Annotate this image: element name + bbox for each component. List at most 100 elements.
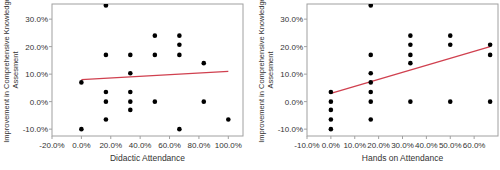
scatter-point — [488, 99, 493, 104]
scatter-point — [329, 108, 334, 113]
scatter-point — [329, 90, 334, 95]
scatter-point — [128, 90, 133, 95]
x-tick-label: 40.0% — [129, 141, 152, 150]
scatter-point — [104, 53, 109, 58]
scatter-point — [128, 71, 133, 76]
scatter-point — [153, 53, 158, 58]
scatter-point — [448, 42, 453, 47]
scatter-point — [153, 33, 158, 38]
data-group — [329, 4, 493, 131]
scatter-point — [128, 108, 133, 113]
y-axis-title-line: Assesment — [266, 51, 275, 89]
y-tick-label: 10.0% — [25, 70, 48, 79]
scatter-point — [104, 99, 109, 104]
y-tick-label: 0.0% — [30, 98, 48, 107]
chart-svg: -10.0%0.0%10.0%20.0%30.0%-20.0%0.0%20.0%… — [0, 0, 500, 170]
x-tick — [426, 136, 427, 139]
scatter-point — [104, 117, 109, 122]
scatter-point — [104, 90, 109, 95]
scatter-point — [488, 53, 493, 58]
x-tick — [81, 136, 82, 139]
chart-panel: -10.0% 0.0% 10.0% 20.0% 30.0% -20.0% 0.0% 20.0%… — [2, 0, 243, 163]
y-axis-title-line: Improvement in Comprehensive Knowledge — [2, 0, 11, 143]
x-tick-label: 100.0% — [215, 141, 242, 150]
x-tick — [307, 136, 308, 139]
chart-panel: -10.0%0.0%10.0%20.0%30.0%-10.0%0.0%10.0%… — [257, 0, 498, 163]
plot-frame — [307, 4, 498, 136]
plot-frame — [52, 4, 243, 136]
scatter-point — [104, 4, 109, 8]
scatter-point — [448, 33, 453, 38]
trend-line — [81, 71, 228, 79]
y-tick-label: -10.0% — [278, 125, 303, 134]
trend-line — [331, 47, 490, 94]
x-axis-title: Didactic Attendance — [110, 153, 185, 163]
x-tick-label: 60.0% — [463, 141, 486, 150]
y-tick — [304, 19, 307, 20]
y-tick — [49, 19, 52, 20]
x-tick-label: 0.0% — [72, 141, 90, 150]
x-tick — [474, 136, 475, 139]
y-tick-label: 0.0% — [285, 98, 303, 107]
scatter-point — [153, 99, 158, 104]
y-tick-label: 30.0% — [280, 15, 303, 24]
x-tick-label: 20.0% — [99, 141, 122, 150]
scatter-point — [201, 99, 206, 104]
y-tick-label: 20.0% — [280, 43, 303, 52]
scatter-point — [177, 127, 182, 132]
x-tick-label: -10.0% — [294, 141, 319, 150]
y-tick-label: 20.0% — [25, 43, 48, 52]
scatter-point — [408, 42, 413, 47]
scatter-point — [408, 53, 413, 58]
y-axis-title-line: Improvement in Comprehensive Knowledge — [257, 0, 266, 143]
x-tick-label: 60.0% — [158, 141, 181, 150]
scatter-point — [368, 80, 373, 85]
scatter-point — [177, 33, 182, 38]
x-tick — [378, 136, 379, 139]
scatter-point — [408, 33, 413, 38]
x-tick-label: 50.0% — [439, 141, 462, 150]
scatter-point — [177, 42, 182, 47]
x-tick-label: 40.0% — [415, 141, 438, 150]
scatter-point — [128, 53, 133, 58]
y-tick-label: 30.0% — [25, 15, 48, 24]
scatter-point — [368, 53, 373, 58]
y-tick — [304, 129, 307, 130]
scatter-point — [329, 127, 334, 132]
y-tick — [304, 46, 307, 47]
x-tick-label: 10.0% — [343, 141, 366, 150]
scatter-point — [408, 61, 413, 66]
x-tick-label: 20.0% — [367, 141, 390, 150]
y-tick — [49, 129, 52, 130]
x-tick — [52, 136, 53, 139]
x-tick — [198, 136, 199, 139]
y-tick-label: -10.0% — [23, 125, 48, 134]
x-tick-label: -20.0% — [39, 141, 64, 150]
scatter-point — [329, 99, 334, 104]
x-tick — [228, 136, 229, 139]
scatter-point — [448, 99, 453, 104]
scatter-point — [79, 80, 84, 85]
scatter-point — [329, 117, 334, 122]
x-tick — [450, 136, 451, 139]
scatter-point — [368, 117, 373, 122]
scatter-point — [226, 117, 231, 122]
x-tick — [402, 136, 403, 139]
y-tick — [49, 74, 52, 75]
x-tick — [169, 136, 170, 139]
y-axis-title: Improvement in Comprehensive KnowledgeAs… — [257, 0, 275, 143]
x-axis-title: Hands on Attendance — [362, 153, 444, 163]
y-tick-label: 10.0% — [280, 70, 303, 79]
y-axis-title-line: Assesment — [11, 51, 20, 89]
scatter-point — [177, 53, 182, 58]
x-tick — [354, 136, 355, 139]
scatter-point — [368, 4, 373, 8]
x-tick-label: 0.0% — [322, 141, 340, 150]
y-axis-title: Improvement in Comprehensive KnowledgeAs… — [2, 0, 20, 143]
x-tick — [110, 136, 111, 139]
scatter-point — [79, 127, 84, 132]
x-tick — [140, 136, 141, 139]
scatter-point — [201, 61, 206, 66]
scatter-point — [128, 99, 133, 104]
y-tick — [49, 46, 52, 47]
